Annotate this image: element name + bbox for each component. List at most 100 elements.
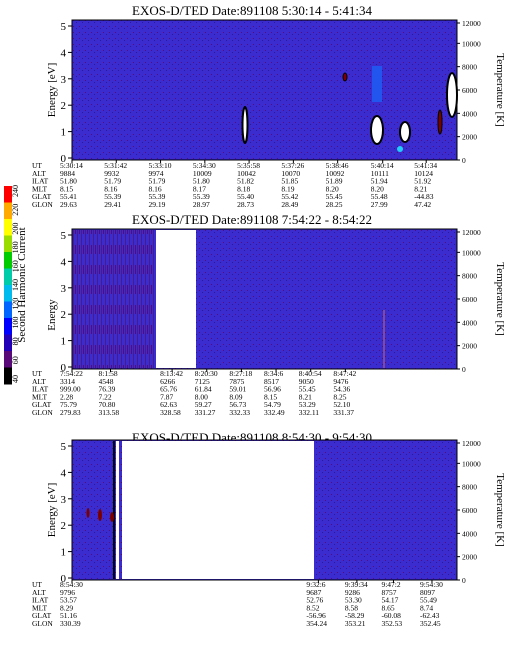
panel-1-blue-patch: [372, 66, 382, 102]
ephemeris-value: 8.20: [326, 184, 339, 193]
temperature-tick-label: 12000: [462, 228, 481, 237]
ephemeris-value: 8:40:54: [299, 369, 322, 378]
panel-1-title: EXOS-D/TED Date:891108 5:30:14 - 5:41:34: [132, 3, 372, 18]
panel-3-energy-ticks: 0 1 2 3 4 5: [61, 441, 72, 585]
energy-tick-label: 5: [61, 441, 67, 453]
ephemeris-value: 55.39: [104, 192, 121, 201]
ephemeris-value: 8.65: [381, 603, 394, 612]
ephemeris-value: 5:31:42: [104, 161, 127, 170]
ephemeris-value: 354.24: [306, 619, 327, 628]
ephemeris-row-label: UT: [32, 161, 42, 170]
ephemeris-row-label: GLAT: [32, 192, 52, 201]
ephemeris-value: 8517: [264, 377, 279, 386]
ephemeris-value: 5:40:14: [371, 161, 394, 170]
ephemeris-value: 59.01: [229, 385, 246, 394]
energy-tick-label: 0: [61, 362, 67, 374]
ephemeris-value: 5:33:10: [149, 161, 172, 170]
ephemeris-value: 8.58: [345, 603, 358, 612]
ephemeris-row-label: ILAT: [32, 177, 49, 186]
panel-2-streak-region: [73, 230, 155, 368]
ephemeris-value: 55.40: [237, 192, 254, 201]
colorbar-tick-label: 140: [11, 279, 20, 291]
ephemeris-value: 2.28: [60, 392, 73, 401]
ephemeris-row-label: GLAT: [32, 611, 52, 620]
ephemeris-value: 352.45: [420, 619, 441, 628]
colorbar-block: [4, 334, 12, 352]
ephemeris-value: 7125: [195, 377, 210, 386]
ephemeris-value: 7875: [229, 377, 244, 386]
ephemeris-value: -58.29: [345, 611, 365, 620]
colorbar-block: [4, 351, 12, 368]
energy-tick-label: 0: [61, 153, 67, 165]
ephemeris-value: 28.25: [326, 200, 343, 209]
energy-tick-label: 2: [61, 309, 67, 321]
ephemeris-value: 53.29: [299, 400, 316, 409]
ephemeris-value: 55.45: [326, 192, 343, 201]
panel-1-contour-a: [241, 106, 249, 144]
colorbar-block: [4, 285, 12, 302]
energy-tick-label: 2: [61, 520, 67, 532]
ephemeris-value: 8:54:30: [60, 580, 83, 589]
ephemeris-row-label: ILAT: [32, 596, 49, 605]
ephemeris-value: 8:20:30: [195, 369, 218, 378]
ephemeris-value: 8:1:58: [99, 369, 118, 378]
temperature-tick-label: 12000: [462, 19, 481, 28]
colorbar-tick-label: 160: [11, 260, 20, 272]
ephemeris-value: 7:54:22: [60, 369, 83, 378]
ephemeris-value: 10092: [326, 169, 345, 178]
energy-tick-label: 4: [61, 256, 67, 268]
temperature-tick-label: 8000: [462, 483, 477, 492]
ephemeris-value: 51.16: [60, 611, 77, 620]
ephemeris-value: 10070: [281, 169, 300, 178]
colorbar: 40 60 80 100 120 140 160 180 200 220 240 Second Ha…: [4, 185, 28, 385]
colorbar-block: [4, 367, 12, 385]
ephemeris-value: 70.80: [99, 400, 116, 409]
ephemeris-value: 10009: [193, 169, 212, 178]
ephemeris-row-label: GLON: [32, 619, 53, 628]
ephemeris-value: 55.39: [149, 192, 166, 201]
panel-2-ylabel-left: Energy: [46, 299, 58, 331]
ephemeris-value: 9:39:34: [345, 580, 368, 589]
panel-1-contour-c: [399, 121, 411, 143]
ephemeris-row-label: MLT: [32, 603, 48, 612]
ephemeris-value: 53.57: [60, 596, 77, 605]
colorbar-tick-label: 200: [11, 223, 20, 235]
ephemeris-value: 8.21: [299, 392, 312, 401]
temperature-tick-label: 8000: [462, 63, 477, 72]
panel-3-data-gap: [122, 441, 314, 579]
ephemeris-value: 51.80: [193, 177, 210, 186]
temperature-tick-label: 2000: [462, 553, 477, 562]
temperature-tick-label: 12000: [462, 439, 481, 448]
ephemeris-value: 5:38:46: [326, 161, 349, 170]
panel-1-temperature-ticks: 0 2000 4000 6000 8000 10000 12000: [457, 19, 481, 165]
energy-tick-label: 4: [61, 47, 67, 59]
ephemeris-value: 51.82: [237, 177, 254, 186]
ephemeris-value: 9932: [104, 169, 119, 178]
panel-1-ylabel-left: Energy [eV]: [46, 63, 58, 117]
ephemeris-value: 5:34:30: [193, 161, 216, 170]
ephemeris-value: 56.96: [264, 385, 281, 394]
ephemeris-value: 10111: [371, 169, 389, 178]
ephemeris-row-label: MLT: [32, 184, 48, 193]
ephemeris-row-label: MLT: [32, 392, 48, 401]
temperature-tick-label: 4000: [462, 529, 477, 538]
ephemeris-value: -62.43: [420, 611, 440, 620]
colorbar-tick-label: 100: [11, 317, 20, 329]
ephemeris-value: 328.58: [160, 408, 181, 417]
ephemeris-value: 54.36: [333, 385, 350, 394]
panel-3-white-line: [116, 441, 119, 579]
panel-1-contour-f: [342, 72, 348, 82]
temperature-tick-label: 2000: [462, 133, 477, 142]
energy-tick-label: 1: [61, 547, 67, 559]
energy-tick-label: 2: [61, 100, 67, 112]
ephemeris-value: 55.45: [299, 385, 316, 394]
ephemeris-value: 8757: [381, 588, 396, 597]
ephemeris-value: 29.63: [60, 200, 77, 209]
ephemeris-value: 28.49: [281, 200, 298, 209]
temperature-tick-label: 10000: [462, 39, 481, 48]
ephemeris-value: 52.76: [306, 596, 323, 605]
ephemeris-row-label: GLON: [32, 200, 53, 209]
ephemeris-value: 353.21: [345, 619, 366, 628]
ephemeris-value: -60.08: [381, 611, 401, 620]
